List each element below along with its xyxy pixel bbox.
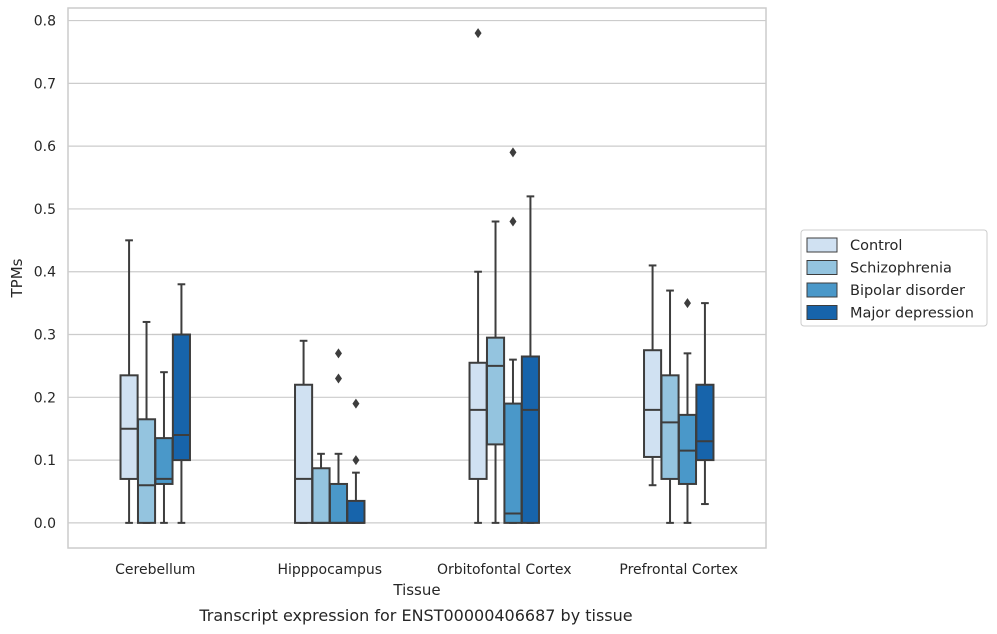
outlier-point: [509, 216, 517, 227]
outlier-point: [334, 348, 342, 359]
box: [695, 383, 715, 462]
x-tick-label: Hipppocampus: [277, 562, 382, 578]
legend-swatch: [806, 305, 838, 320]
x-axis-label: Tissue: [392, 581, 440, 599]
box: [520, 355, 540, 524]
legend-box: [800, 229, 988, 327]
x-tick-label: Cerebellum: [115, 562, 195, 578]
box: [660, 374, 680, 480]
box: [136, 418, 157, 524]
y-tick-label: 0.6: [34, 139, 56, 155]
box: [154, 437, 174, 485]
y-tick-label: 0.3: [34, 328, 56, 344]
y-axis-label: TPMs: [8, 258, 26, 298]
box: [328, 482, 349, 524]
outlier-point: [509, 147, 517, 158]
y-tick-label: 0.7: [34, 76, 56, 92]
outlier-point: [352, 455, 360, 466]
y-tick-label: 0.4: [34, 265, 56, 281]
box: [643, 349, 663, 458]
box: [468, 361, 488, 480]
chart-caption: Transcript expression for ENST0000040668…: [199, 606, 633, 625]
box: [346, 499, 366, 524]
plot-frame: [67, 7, 767, 549]
x-tick-label: Prefrontal Cortex: [619, 562, 738, 578]
box: [485, 336, 506, 446]
outlier-point: [683, 298, 691, 309]
outlier-point: [474, 28, 482, 39]
y-tick-label: 0.0: [34, 516, 56, 532]
box: [171, 333, 191, 462]
legend-label: Major depression: [850, 306, 974, 322]
legend-swatch: [806, 260, 838, 275]
x-tick-label: Orbitofontal Cortex: [437, 562, 572, 578]
box: [677, 413, 698, 485]
box: [119, 374, 139, 480]
legend-label: Schizophrenia: [850, 261, 952, 277]
box: [503, 402, 523, 524]
y-tick-label: 0.5: [34, 202, 56, 218]
legend-swatch: [806, 282, 838, 298]
box: [311, 467, 331, 524]
outlier-point: [334, 373, 342, 384]
y-tick-label: 0.2: [34, 390, 56, 406]
y-tick-label: 0.8: [34, 14, 56, 30]
legend-label: Control: [850, 238, 902, 254]
legend-swatch: [806, 237, 838, 253]
legend-label: Bipolar disorder: [850, 283, 965, 299]
box: [294, 383, 314, 524]
y-tick-label: 0.1: [34, 453, 56, 469]
outlier-point: [352, 398, 360, 409]
